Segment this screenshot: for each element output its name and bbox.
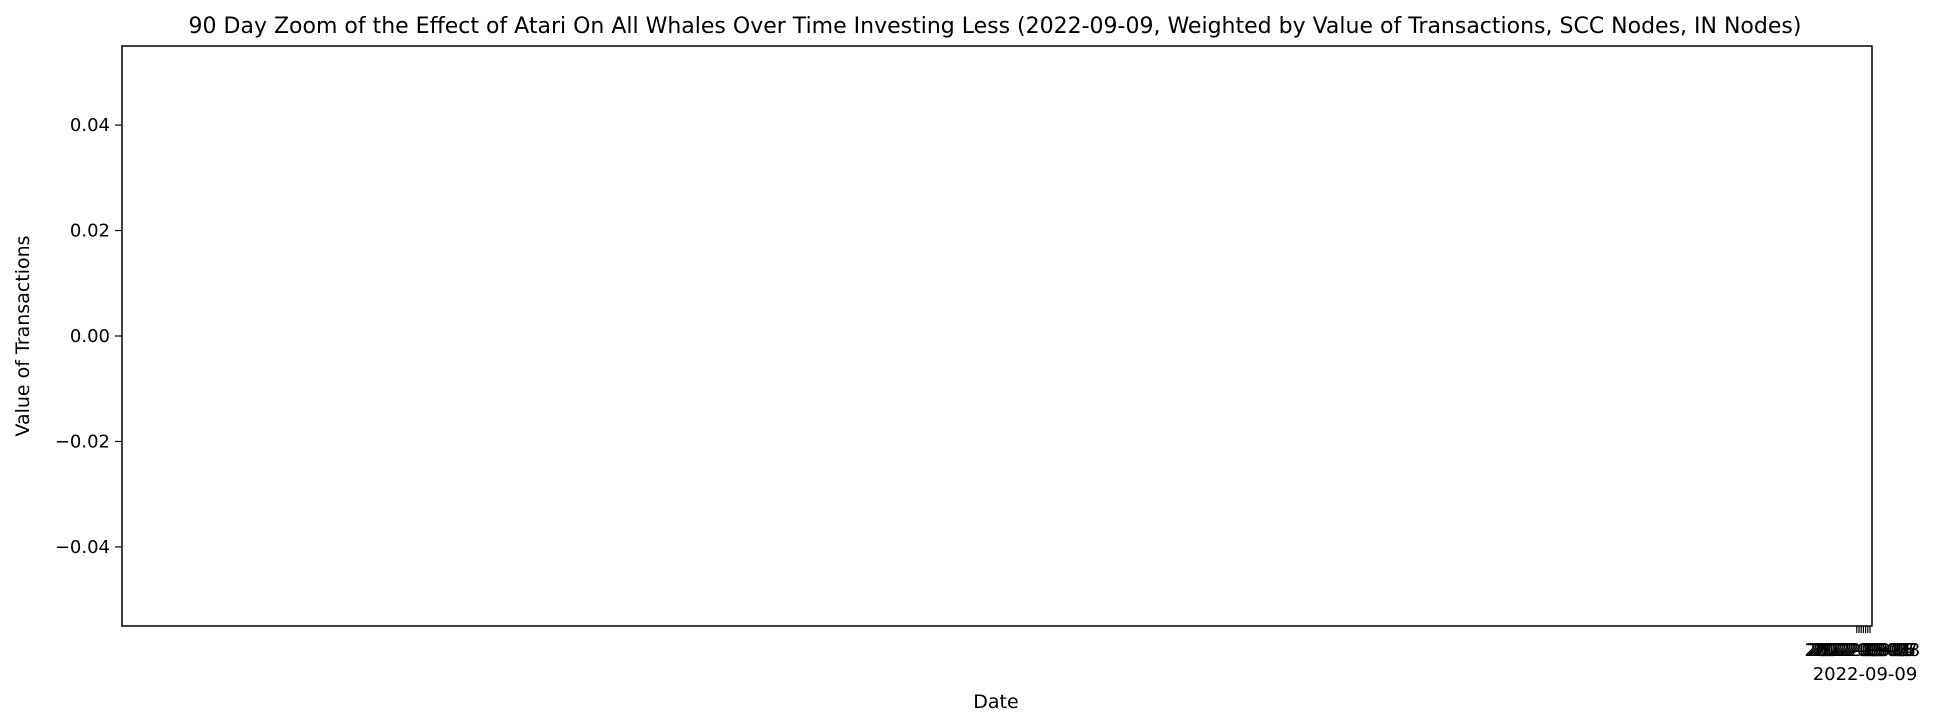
x-tick-label: 2022-09-08 bbox=[1815, 640, 1920, 661]
x-tick-label-highlight: 2022-09-09 bbox=[1813, 664, 1918, 685]
x-axis-label: Date bbox=[973, 691, 1018, 713]
y-tick-label: 0.04 bbox=[70, 115, 110, 136]
chart-title: 90 Day Zoom of the Effect of Atari On Al… bbox=[189, 14, 1802, 39]
x-tick-label: 2022-09-04 bbox=[1807, 640, 1912, 661]
y-tick-label: −0.02 bbox=[55, 431, 110, 452]
plot-area bbox=[121, 45, 1873, 627]
y-axis-label: Value of Transactions bbox=[12, 235, 34, 436]
x-axis: 2022-09-032022-09-042022-09-052022-09-06… bbox=[1804, 626, 1920, 685]
y-tick-label: −0.04 bbox=[55, 537, 110, 558]
y-axis: 0.04 0.02 0.00 −0.02 −0.04 bbox=[55, 115, 122, 558]
x-tick-label: 2022-09-06 bbox=[1811, 640, 1916, 661]
y-tick-label: 0.02 bbox=[70, 221, 110, 242]
x-tick-label: 2022-09-03 bbox=[1804, 640, 1909, 661]
x-tick-label: 2022-09-05 bbox=[1809, 640, 1914, 661]
x-tick-label: 2022-09-07 bbox=[1813, 640, 1918, 661]
y-tick-label: 0.00 bbox=[70, 326, 110, 347]
